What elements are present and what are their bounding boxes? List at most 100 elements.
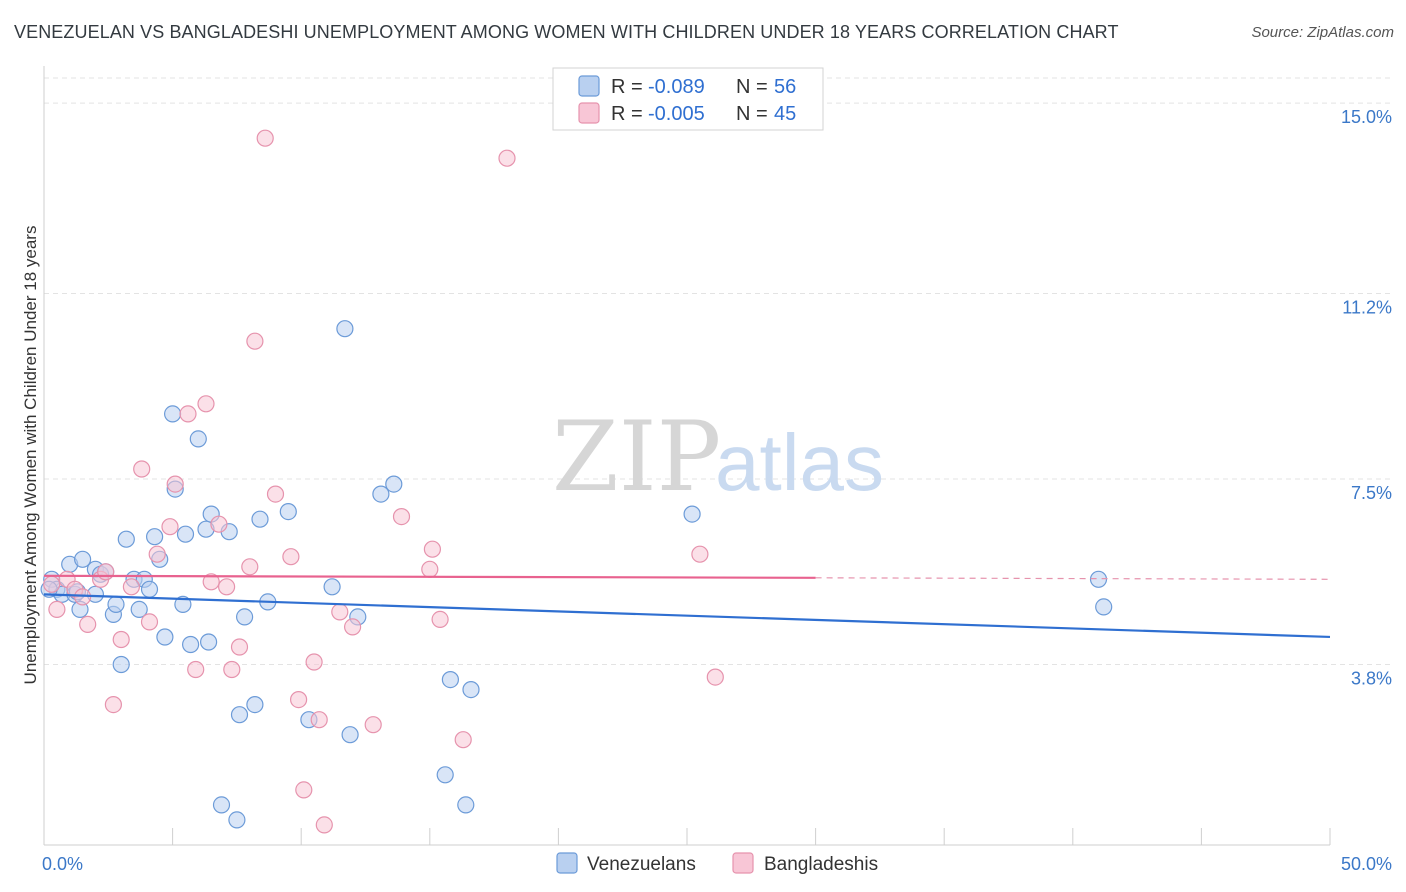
- venezuelan-point-32: [212, 796, 231, 814]
- venezuelan-point-47: [385, 475, 403, 493]
- bangladeshi-point-26: [256, 129, 274, 147]
- bangladeshi-point-18: [197, 395, 215, 413]
- bangladeshi-point-10: [122, 578, 140, 596]
- venezuelan-point-14: [112, 655, 130, 674]
- venezuelan-point-22: [156, 628, 174, 646]
- bangladeshi-point-39: [423, 540, 441, 558]
- venezuelan-point-35: [230, 706, 249, 724]
- legend-n-value-bangladeshis: 45: [774, 103, 796, 125]
- venezuelan-point-17: [130, 600, 148, 619]
- watermark-zip: ZIP: [552, 401, 721, 513]
- bangladeshi-point-5: [79, 615, 97, 634]
- trendlines: [43, 574, 1331, 639]
- y-tick-label-0: 3.8%: [1351, 669, 1392, 689]
- venezuelan-point-54: [1095, 598, 1113, 616]
- venezuelan-point-49: [441, 670, 459, 689]
- bangladeshi-point-31: [305, 653, 323, 671]
- bangladeshi-point-41: [454, 731, 472, 749]
- bangladeshi-point-22: [223, 660, 241, 679]
- bangladeshi-point-20: [210, 515, 228, 533]
- venezuelan-point-15: [117, 530, 135, 548]
- bangladeshi-point-8: [104, 695, 123, 714]
- venezuelan-point-25: [174, 595, 192, 614]
- bangladeshi-point-1: [48, 600, 66, 619]
- x-tick-labels: 0.0% 50.0%: [42, 854, 1392, 874]
- venezuelan-point-38: [251, 510, 269, 528]
- legend-n-label: N =: [736, 103, 768, 125]
- watermark-atlas: atlas: [715, 418, 884, 507]
- legend-r-label: R =: [611, 76, 643, 98]
- series-legend: Venezuelans Bangladeshis: [556, 852, 878, 875]
- bangladeshi-point-0: [43, 575, 61, 593]
- venezuelan-point-40: [279, 503, 297, 521]
- venezuelan-point-45: [336, 320, 354, 338]
- bangladeshi-point-32: [310, 711, 328, 729]
- legend-swatch-venezuelans: [578, 75, 600, 97]
- bangladeshi-point-24: [241, 558, 259, 576]
- bangladeshi-point-40: [431, 610, 449, 629]
- venezuelan-point-36: [236, 608, 254, 626]
- y-tick-labels: 3.8% 7.5% 11.2% 15.0%: [1341, 107, 1392, 688]
- bangladeshi-point-23: [230, 638, 249, 656]
- bottom-legend-venezuelans: Venezuelans: [587, 854, 696, 875]
- venezuelan-point-48: [436, 766, 454, 784]
- bangladeshi-point-11: [133, 460, 151, 478]
- bangladeshi-point-21: [218, 578, 236, 596]
- venezuelan-point-51: [462, 680, 480, 699]
- venezuelan-point-42: [323, 578, 341, 596]
- venezuelan-point-53: [1089, 570, 1108, 588]
- venezuelan-point-50: [457, 796, 475, 814]
- bangladeshi-point-19: [202, 573, 220, 591]
- trendline-venezuelans: [43, 593, 1331, 639]
- venezuelan-point-26: [176, 525, 195, 543]
- bangladeshi-point-34: [331, 603, 349, 621]
- legend-swatch-bangladeshis: [578, 102, 600, 124]
- x-tick-label-min: 0.0%: [42, 854, 83, 874]
- y-tick-label-2: 11.2%: [1342, 298, 1392, 318]
- trendline-bangladeshis-extension: [815, 577, 1331, 580]
- venezuelan-point-13: [107, 595, 125, 614]
- bangladeshi-point-16: [179, 405, 197, 423]
- bangladeshi-point-25: [246, 332, 264, 350]
- bangladeshi-point-30: [295, 781, 313, 799]
- venezuelan-point-37: [246, 695, 264, 714]
- legend-r-label: R =: [611, 103, 643, 125]
- bangladeshi-point-29: [290, 690, 308, 709]
- bangladeshi-point-9: [112, 630, 130, 649]
- bangladeshi-point-33: [315, 816, 333, 834]
- watermark: ZIP atlas: [552, 401, 884, 513]
- bottom-legend-swatch-bangladeshis: [732, 852, 754, 874]
- x-tick-label-max: 50.0%: [1341, 854, 1392, 874]
- bangladeshi-point-17: [187, 660, 205, 679]
- legend-r-value-bangladeshis: -0.005: [648, 103, 705, 125]
- bangladeshi-point-43: [691, 545, 709, 563]
- venezuelan-point-28: [189, 430, 207, 448]
- venezuelan-point-23: [164, 405, 182, 423]
- bangladeshi-point-28: [282, 548, 300, 566]
- bangladeshi-point-37: [392, 507, 411, 526]
- bangladeshi-point-38: [421, 560, 439, 578]
- bangladeshi-point-14: [161, 518, 179, 536]
- bangladeshi-point-13: [148, 545, 166, 563]
- axes: [43, 66, 1331, 846]
- venezuelan-point-27: [182, 635, 200, 654]
- bangladeshi-point-12: [140, 613, 159, 631]
- bangladeshi-point-42: [498, 149, 516, 167]
- y-tick-label-1: 7.5%: [1351, 483, 1392, 503]
- venezuelan-point-34: [228, 811, 246, 829]
- trendline-bangladeshis: [43, 574, 816, 579]
- y-axis-label: Unemployment Among Women with Children U…: [21, 226, 40, 685]
- venezuelan-point-19: [140, 580, 159, 598]
- chart-title: VENEZUELAN VS BANGLADESHI UNEMPLOYMENT A…: [14, 22, 1119, 42]
- legend-n-value-venezuelans: 56: [774, 76, 796, 98]
- y-tick-label-3: 15.0%: [1341, 107, 1392, 127]
- bangladeshi-point-36: [364, 716, 382, 734]
- bangladeshi-point-15: [166, 475, 184, 493]
- venezuelan-point-43: [341, 726, 359, 744]
- venezuelan-point-7: [73, 550, 92, 568]
- bottom-legend-bangladeshis: Bangladeshis: [764, 854, 878, 875]
- bangladeshi-point-7: [97, 563, 115, 581]
- series-bangladeshis: [43, 129, 724, 834]
- bottom-legend-swatch-venezuelans: [556, 852, 578, 874]
- bangladeshi-point-44: [706, 668, 724, 686]
